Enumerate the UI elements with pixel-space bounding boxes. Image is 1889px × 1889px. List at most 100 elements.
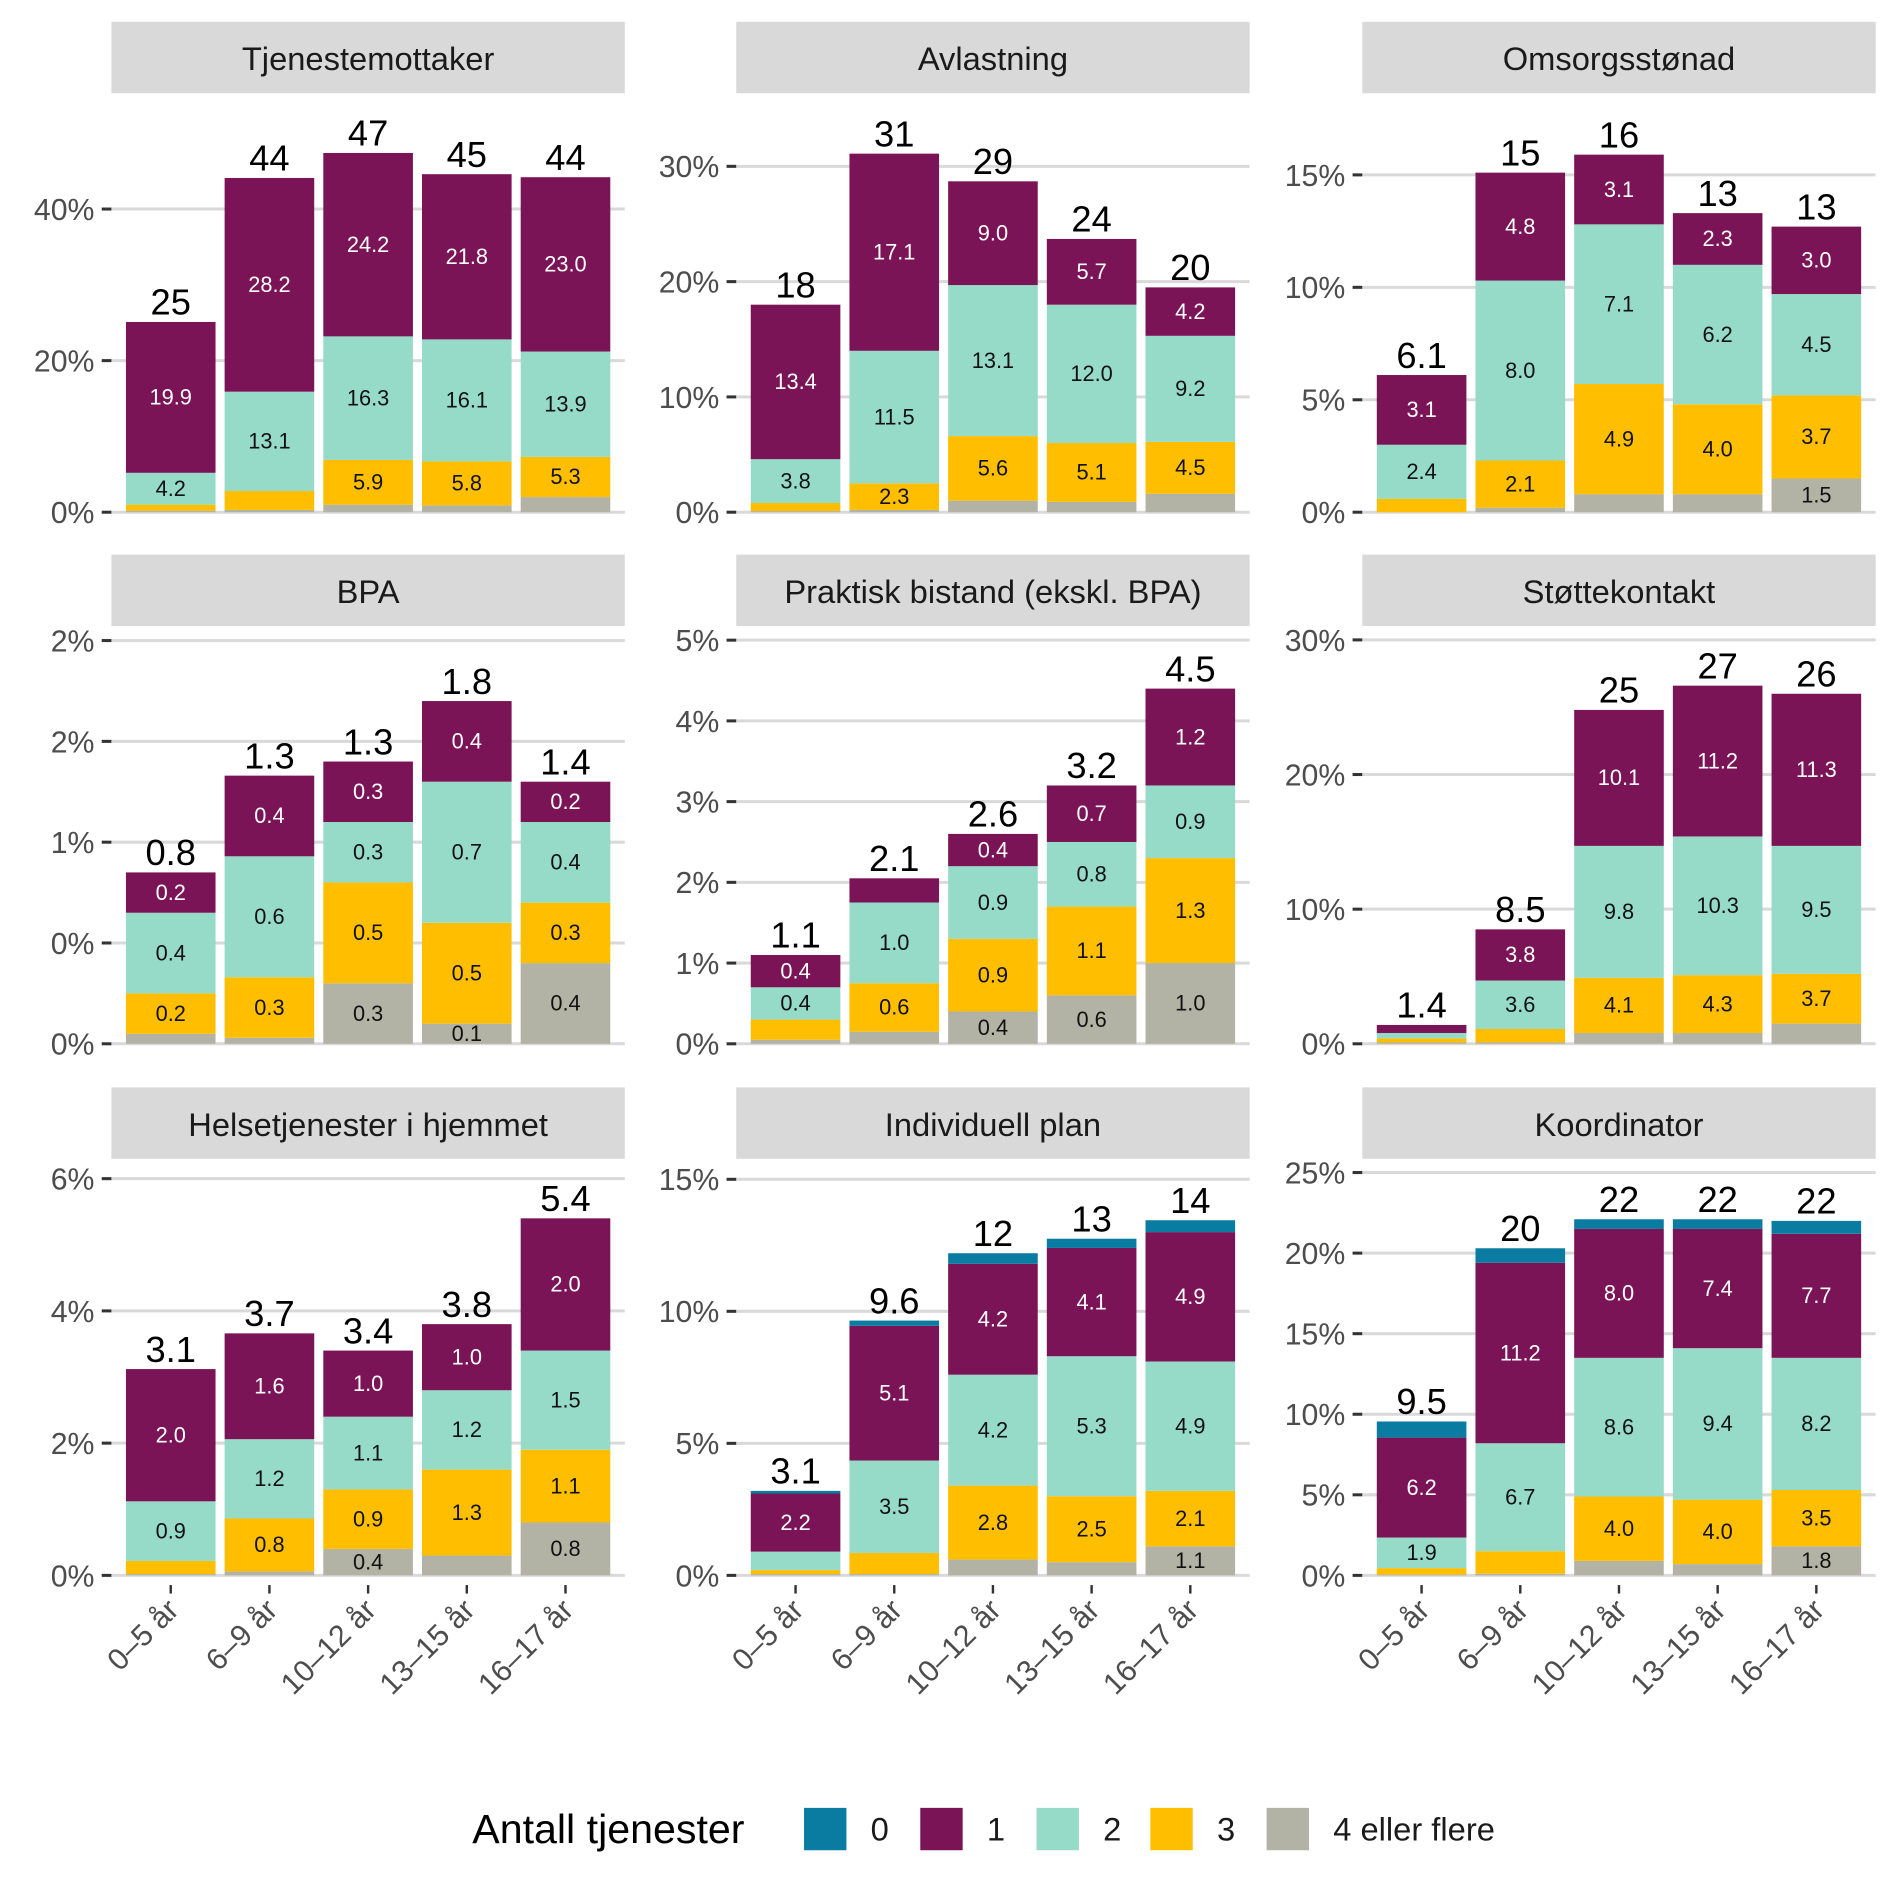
- bar-segment-4-eller-flere: [1672, 1564, 1763, 1576]
- bar-segment-4-eller-flere: [224, 1571, 315, 1576]
- bar-segment-3: [1574, 1496, 1664, 1561]
- bar-segment-1: [125, 321, 216, 473]
- bar-segment-4-eller-flere: [1145, 963, 1236, 1044]
- bar-segment-1: [1475, 172, 1566, 281]
- bar-segment-0: [1145, 1220, 1236, 1233]
- bar-segment-1: [323, 1350, 413, 1417]
- bar-segment-2: [1771, 1357, 1862, 1490]
- y-tick-label: 0%: [1302, 497, 1346, 530]
- segment-label: 2.0: [550, 1272, 580, 1297]
- bar-segment-2: [1574, 845, 1664, 978]
- bar-total-label: 2.1: [869, 838, 919, 879]
- y-tick-label: 5%: [1302, 1480, 1346, 1513]
- bar-segment-1: [1574, 154, 1664, 225]
- segment-label: 11.5: [874, 404, 915, 429]
- segment-label: 0.9: [1175, 809, 1205, 834]
- bar-segment-4-eller-flere: [323, 983, 413, 1044]
- y-tick-label: 3%: [676, 787, 720, 820]
- segment-label: 5.3: [1076, 1413, 1106, 1438]
- bar-total-label: 9.5: [1396, 1381, 1446, 1422]
- y-tick-label: 1%: [51, 827, 95, 860]
- legend-swatch-3: [1150, 1807, 1193, 1851]
- bar-segment-2: [948, 1374, 1038, 1486]
- segment-label: 0.6: [879, 995, 909, 1020]
- bar-total-label: 1.8: [442, 661, 492, 702]
- y-tick-label: 15%: [659, 1164, 720, 1197]
- segment-label: 0.4: [254, 803, 284, 828]
- bar-total-label: 6.1: [1396, 335, 1446, 376]
- bar-segment-3: [948, 938, 1038, 1012]
- bar-segment-4-eller-flere: [1475, 1573, 1566, 1576]
- y-tick-label: 6%: [51, 1164, 95, 1197]
- y-tick-label: 15%: [1285, 160, 1346, 193]
- legend-label: 4 eller flere: [1333, 1811, 1495, 1848]
- bar-segment-3: [1046, 443, 1137, 502]
- x-tick-label: 13–15 år: [374, 1593, 482, 1701]
- bar-segment-1: [125, 1369, 216, 1502]
- segment-label: 0.4: [452, 729, 482, 754]
- x-tick-label: 0–5 år: [1352, 1593, 1436, 1677]
- bar-segment-3: [750, 1019, 841, 1040]
- bar-segment-4-eller-flere: [1046, 1562, 1137, 1576]
- bar-segment-1: [1376, 1024, 1467, 1034]
- bar-segment-2: [323, 822, 413, 883]
- bar-segment-1: [750, 1493, 841, 1552]
- segment-label: 1.0: [353, 1371, 383, 1396]
- bar-segment-2: [948, 866, 1038, 939]
- bar-segment-2: [323, 336, 413, 460]
- segment-label: 3.0: [1801, 248, 1831, 273]
- bar-segment-2: [849, 902, 940, 984]
- bar-segment-4-eller-flere: [1475, 1042, 1566, 1044]
- bar-segment-4-eller-flere: [1046, 995, 1137, 1044]
- segment-label: 0.8: [254, 1532, 284, 1557]
- bar-segment-4-eller-flere: [224, 1037, 315, 1044]
- segment-label: 3.1: [1406, 397, 1436, 422]
- bar-segment-2: [1771, 845, 1862, 974]
- bar-segment-1: [1376, 375, 1467, 445]
- bar-total-label: 44: [249, 138, 289, 179]
- segment-label: 8.6: [1604, 1414, 1634, 1439]
- bar-segment-1: [323, 761, 413, 823]
- legend-title: Antall tjenester: [472, 1806, 745, 1852]
- bar-segment-0: [849, 1320, 940, 1326]
- bar-total-label: 47: [348, 113, 388, 154]
- bar-segment-1: [1574, 709, 1664, 846]
- bar-segment-4-eller-flere: [1475, 507, 1566, 513]
- bar-segment-1: [948, 1263, 1038, 1375]
- bar-total-label: 2.6: [968, 794, 1018, 835]
- segment-label: 9.2: [1175, 376, 1205, 401]
- segment-label: 24.2: [347, 232, 389, 257]
- bar-segment-1: [1574, 1228, 1664, 1358]
- bar-segment-1: [520, 1218, 611, 1351]
- segment-label: 0.2: [550, 789, 580, 814]
- bar-segment-3: [1376, 1568, 1467, 1575]
- bar-segment-3: [849, 483, 940, 510]
- y-tick-label: 0%: [1302, 1029, 1346, 1062]
- panel-strip: [1362, 554, 1876, 627]
- bar-total-label: 3.2: [1066, 745, 1116, 786]
- segment-label: 2.1: [1175, 1506, 1205, 1531]
- bar-segment-4-eller-flere: [1574, 1560, 1664, 1576]
- legend-swatch-4-eller-flere: [1266, 1807, 1309, 1851]
- segment-label: 0.5: [452, 960, 482, 985]
- bar-segment-3: [1574, 384, 1664, 495]
- segment-label: 4.2: [978, 1307, 1008, 1332]
- panel-helsetjenester-i-hjemmet: Helsetjenester i hjemmet 0% 2% 4% 6% 0.9 2.0 3.…: [51, 1087, 625, 1701]
- bar-total-label: 4.5: [1165, 648, 1215, 689]
- y-tick-label: 0%: [51, 1029, 95, 1062]
- segment-label: 5.6: [978, 456, 1008, 481]
- bar-segment-4-eller-flere: [125, 510, 216, 513]
- segment-label: 1.8: [1801, 1548, 1831, 1573]
- bar-segment-2: [1771, 294, 1862, 396]
- segment-label: 4.0: [1703, 437, 1733, 462]
- panel-bpa: BPA 0% 0% 1% 2% 2% 0.2 0.4 0.2 0.8 0.3 0.6 0.4 1.3 0.3…: [51, 554, 625, 1062]
- bar-segment-4-eller-flere: [125, 1033, 216, 1044]
- segment-label: 5.8: [452, 471, 482, 496]
- bar-total-label: 29: [973, 141, 1013, 182]
- segment-label: 13.1: [972, 348, 1014, 373]
- bar-segment-0: [750, 1490, 841, 1494]
- segment-label: 0.2: [156, 1001, 186, 1026]
- bar-segment-1: [421, 1324, 512, 1391]
- bar-total-label: 12: [973, 1213, 1013, 1254]
- y-tick-label: 2%: [51, 625, 95, 658]
